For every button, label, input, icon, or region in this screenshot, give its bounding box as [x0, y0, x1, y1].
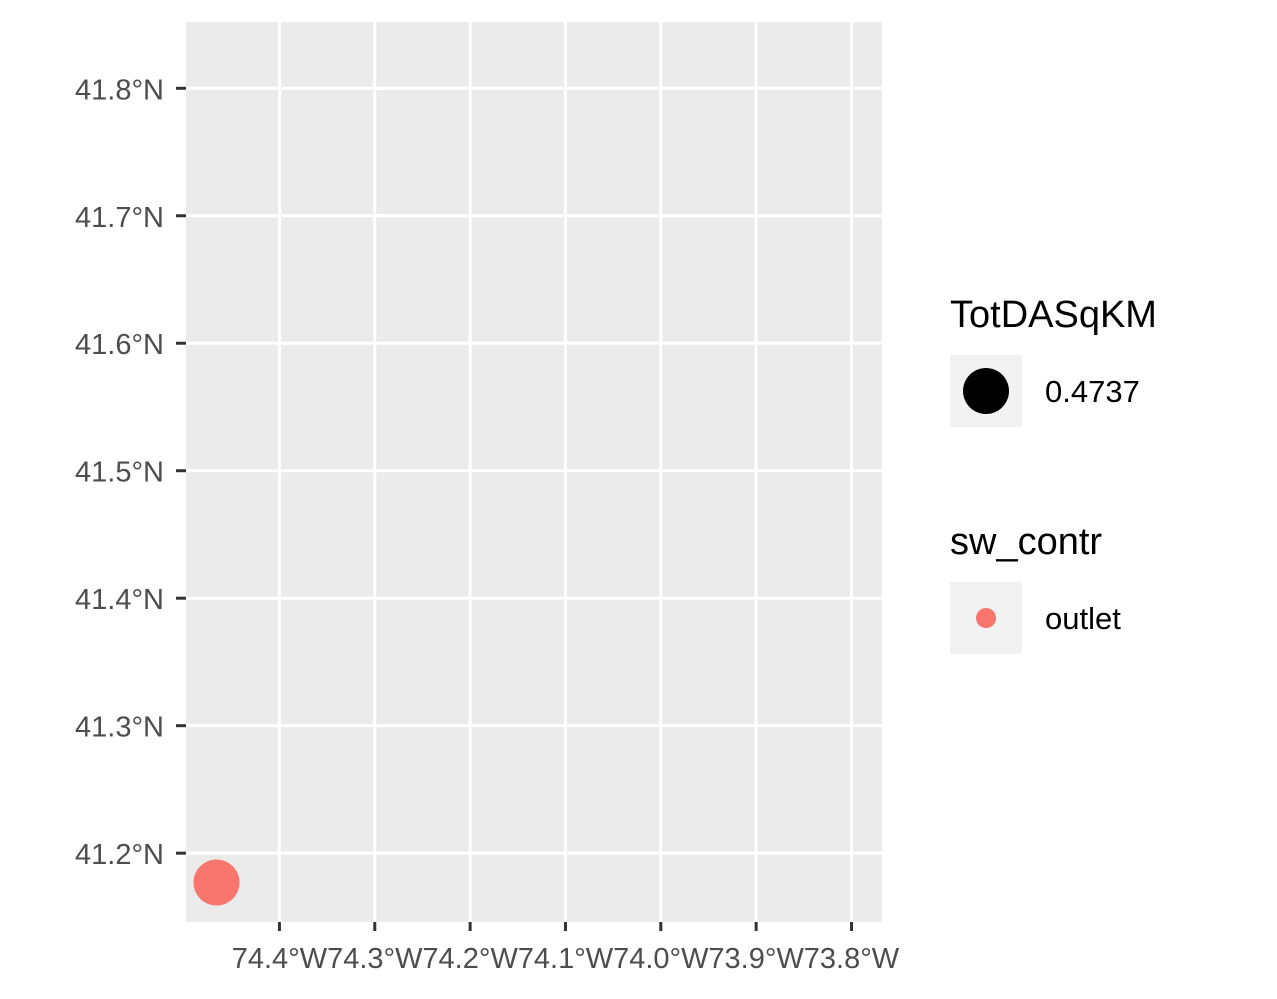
grid-lines [186, 22, 882, 922]
y-tick-label: 41.5°N [75, 457, 164, 489]
legend-label-size: 0.4737 [1045, 374, 1140, 409]
y-tick-label: 41.4°N [75, 584, 164, 616]
data-points [193, 859, 240, 906]
legend-symbol-outlet [976, 608, 996, 628]
x-tick-label: 74.4°W [232, 943, 328, 975]
legend-label-outlet: outlet [1045, 601, 1121, 636]
x-tick-label: 74.3°W [327, 943, 423, 975]
x-tick-label: 74.2°W [422, 943, 518, 975]
legend-title-sw-contr: sw_contr [950, 521, 1102, 563]
legend-symbol-size [963, 368, 1009, 414]
x-tick-label: 74.0°W [613, 943, 709, 975]
x-tick-label: 73.8°W [804, 943, 900, 975]
y-tick-label: 41.6°N [75, 329, 164, 361]
legend-title-size: TotDASqKM [950, 294, 1157, 336]
axes: 74.4°W 74.3°W 74.2°W 74.1°W 74.0°W 73.9°W 73.8… [75, 74, 900, 975]
x-tick-label: 73.9°W [708, 943, 804, 975]
legend-size: TotDASqKM 0.4737 [950, 294, 1157, 427]
x-tick-label: 74.1°W [518, 943, 614, 975]
y-tick-label: 41.3°N [75, 712, 164, 744]
y-tick-label: 41.8°N [75, 74, 164, 106]
y-tick-label: 41.7°N [75, 202, 164, 234]
y-tick-label: 41.2°N [75, 839, 164, 871]
data-point-outlet [193, 859, 240, 906]
legend-sw-contr: sw_contr outlet [950, 521, 1121, 654]
